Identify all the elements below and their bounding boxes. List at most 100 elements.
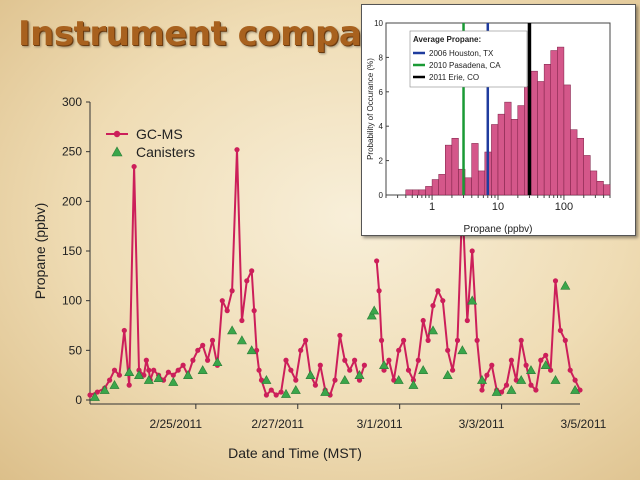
gcms-point bbox=[533, 387, 539, 393]
canister-point bbox=[212, 357, 223, 367]
y-tick-label: 200 bbox=[62, 194, 82, 208]
gcms-point bbox=[508, 357, 514, 363]
x-axis-label: Date and Time (MST) bbox=[228, 445, 362, 461]
histogram-bar bbox=[504, 101, 512, 196]
gcms-point bbox=[567, 367, 573, 373]
gcms-point bbox=[219, 298, 225, 304]
legend-canisters-label: Canisters bbox=[136, 144, 195, 160]
legend-gcms-marker bbox=[113, 130, 121, 138]
gcms-point bbox=[405, 367, 412, 373]
histogram-bar bbox=[557, 46, 565, 196]
x-tick-label: 2/27/2011 bbox=[251, 417, 304, 431]
gcms-point bbox=[303, 337, 309, 343]
histogram-bar bbox=[491, 124, 499, 196]
gcms-point bbox=[288, 367, 294, 373]
gcms-point bbox=[469, 248, 475, 254]
gcms-point bbox=[484, 372, 490, 378]
canister-point bbox=[182, 370, 194, 379]
gcms-point bbox=[209, 337, 216, 343]
canister-point bbox=[525, 365, 537, 375]
gcms-point bbox=[396, 347, 402, 353]
inset-legend-label: 2011 Erie, CO bbox=[429, 73, 479, 82]
gcms-point bbox=[180, 362, 186, 368]
gcms-point bbox=[151, 367, 157, 373]
gcms-point bbox=[170, 372, 176, 378]
gcms-point bbox=[131, 163, 137, 170]
canister-point bbox=[236, 335, 247, 345]
gcms-point bbox=[293, 377, 299, 383]
y-tick-label: 0 bbox=[75, 393, 82, 407]
gcms-point bbox=[256, 367, 262, 373]
canister-point bbox=[168, 377, 179, 386]
gcms-point bbox=[249, 268, 255, 274]
gcms-point bbox=[445, 347, 451, 353]
inset-y-tick-label: 4 bbox=[379, 122, 384, 131]
inset-x-tick-label: 1 bbox=[429, 201, 435, 213]
canister-point bbox=[467, 295, 478, 305]
inset-legend-label: 2006 Houston, TX bbox=[429, 49, 494, 58]
canister-point bbox=[570, 384, 581, 394]
canister-point bbox=[99, 384, 110, 394]
gcms-point bbox=[229, 288, 235, 294]
canister-point bbox=[339, 375, 350, 384]
histogram-bar bbox=[576, 137, 584, 196]
histogram-bar bbox=[583, 155, 591, 196]
inset-y-tick-label: 0 bbox=[379, 191, 384, 200]
gcms-point bbox=[450, 367, 456, 373]
canister-point bbox=[290, 384, 301, 394]
y-tick-label: 50 bbox=[69, 343, 83, 357]
histogram-bar bbox=[563, 84, 571, 196]
histogram-bar bbox=[451, 137, 459, 196]
inset-y-tick-label: 8 bbox=[379, 53, 384, 62]
gcms-point bbox=[479, 387, 485, 393]
y-tick-label: 250 bbox=[62, 145, 82, 159]
histogram-bar bbox=[517, 105, 525, 196]
histogram-bar bbox=[550, 50, 558, 196]
inset-legend-title: Average Propane: bbox=[413, 35, 481, 44]
canister-point bbox=[227, 325, 238, 335]
gcms-point bbox=[273, 392, 279, 398]
canister-point bbox=[197, 365, 208, 375]
gcms-point bbox=[376, 288, 382, 294]
gcms-point bbox=[87, 392, 93, 398]
inset-y-axis-label: Probability of Occurance (%) bbox=[366, 58, 375, 160]
inset-x-axis-label: Propane (ppbv) bbox=[464, 224, 533, 235]
canister-point bbox=[442, 370, 453, 379]
histogram-bar bbox=[590, 170, 598, 196]
histogram-bar bbox=[477, 170, 486, 196]
canister-point bbox=[109, 379, 120, 389]
canister-point bbox=[378, 360, 390, 370]
inset-x-tick-label: 100 bbox=[555, 201, 573, 213]
gcms-point bbox=[263, 392, 269, 398]
gcms-point bbox=[378, 337, 385, 343]
histogram-bar bbox=[537, 81, 545, 196]
histogram-bar bbox=[471, 143, 479, 196]
histogram-bar bbox=[425, 186, 433, 196]
gcms-point bbox=[239, 317, 245, 324]
gcms-point bbox=[374, 258, 380, 264]
gcms-point bbox=[205, 357, 211, 363]
histogram-bar bbox=[570, 129, 578, 196]
gcms-point bbox=[165, 369, 171, 375]
gcms-point bbox=[464, 317, 470, 324]
canister-point bbox=[560, 280, 571, 290]
canister-point bbox=[261, 375, 272, 384]
histogram-bar bbox=[412, 189, 420, 196]
y-axis-label: Propane (ppbv) bbox=[32, 203, 48, 300]
gcms-point bbox=[342, 357, 348, 363]
canister-point bbox=[418, 365, 429, 375]
gcms-point bbox=[347, 367, 353, 373]
histogram-bar bbox=[530, 70, 538, 196]
legend-gcms-label: GC-MS bbox=[136, 126, 183, 142]
histogram-bar bbox=[510, 119, 519, 196]
histogram-bar bbox=[603, 184, 611, 196]
gcms-point bbox=[244, 278, 250, 284]
inset-legend-box bbox=[409, 30, 528, 88]
gcms-point bbox=[474, 337, 480, 343]
gcms-point bbox=[332, 377, 338, 383]
y-tick-label: 150 bbox=[62, 244, 82, 258]
gcms-point bbox=[283, 357, 289, 363]
histogram-bar bbox=[405, 189, 413, 196]
x-tick-label: 2/25/2011 bbox=[150, 417, 203, 431]
gcms-point bbox=[518, 337, 524, 343]
